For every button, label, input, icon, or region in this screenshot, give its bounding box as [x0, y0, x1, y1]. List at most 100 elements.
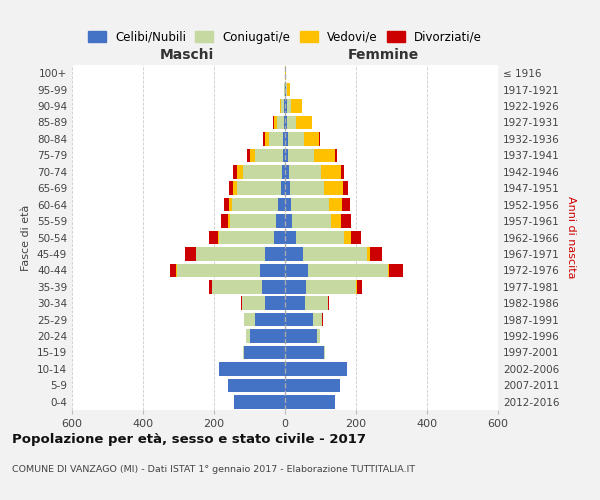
Bar: [243, 346, 244, 359]
Bar: [250, 148, 255, 162]
Bar: [343, 182, 348, 195]
Bar: [388, 264, 389, 277]
Bar: [284, 83, 285, 96]
Bar: [229, 198, 232, 211]
Bar: [296, 231, 344, 244]
Bar: [255, 148, 283, 162]
Bar: [280, 100, 281, 113]
Bar: [285, 362, 347, 376]
Bar: [285, 198, 292, 211]
Bar: [244, 346, 285, 359]
Bar: [285, 264, 308, 277]
Bar: [357, 280, 362, 293]
Bar: [237, 165, 243, 178]
Bar: [244, 313, 255, 326]
Bar: [242, 296, 265, 310]
Bar: [196, 247, 265, 260]
Bar: [303, 247, 367, 260]
Bar: [229, 182, 233, 195]
Bar: [286, 83, 287, 96]
Bar: [212, 280, 262, 293]
Bar: [285, 100, 287, 113]
Bar: [285, 231, 296, 244]
Bar: [274, 116, 277, 129]
Bar: [304, 132, 319, 145]
Bar: [289, 165, 320, 178]
Bar: [285, 132, 288, 145]
Bar: [285, 346, 324, 359]
Bar: [341, 214, 351, 228]
Bar: [218, 231, 220, 244]
Bar: [350, 231, 361, 244]
Bar: [288, 132, 304, 145]
Bar: [305, 296, 328, 310]
Bar: [283, 148, 285, 162]
Bar: [246, 330, 250, 343]
Bar: [274, 231, 285, 244]
Bar: [285, 247, 303, 260]
Bar: [285, 116, 287, 129]
Bar: [262, 280, 285, 293]
Bar: [308, 264, 388, 277]
Bar: [287, 83, 290, 96]
Bar: [278, 198, 285, 211]
Bar: [285, 330, 317, 343]
Bar: [277, 116, 284, 129]
Bar: [265, 247, 285, 260]
Bar: [281, 182, 285, 195]
Bar: [342, 198, 350, 211]
Bar: [177, 264, 260, 277]
Bar: [221, 214, 228, 228]
Bar: [319, 132, 320, 145]
Bar: [185, 247, 196, 260]
Bar: [335, 148, 337, 162]
Bar: [314, 148, 335, 162]
Bar: [255, 313, 285, 326]
Y-axis label: Fasce di età: Fasce di età: [22, 204, 31, 270]
Bar: [276, 214, 285, 228]
Bar: [209, 280, 212, 293]
Bar: [329, 198, 342, 211]
Bar: [209, 231, 218, 244]
Text: Maschi: Maschi: [160, 48, 214, 62]
Text: Popolazione per età, sesso e stato civile - 2017: Popolazione per età, sesso e stato civil…: [12, 432, 366, 446]
Bar: [224, 198, 229, 211]
Bar: [322, 313, 323, 326]
Bar: [367, 247, 370, 260]
Bar: [269, 132, 283, 145]
Bar: [250, 330, 285, 343]
Bar: [170, 264, 176, 277]
Bar: [247, 148, 250, 162]
Bar: [285, 395, 335, 408]
Bar: [285, 182, 290, 195]
Bar: [283, 132, 285, 145]
Bar: [265, 296, 285, 310]
Bar: [291, 100, 302, 113]
Bar: [307, 280, 356, 293]
Bar: [233, 165, 237, 178]
Bar: [263, 132, 265, 145]
Bar: [285, 378, 340, 392]
Bar: [243, 165, 282, 178]
Bar: [233, 395, 285, 408]
Bar: [370, 247, 382, 260]
Bar: [292, 214, 331, 228]
Text: Femmine: Femmine: [347, 48, 419, 62]
Bar: [320, 165, 341, 178]
Bar: [228, 214, 230, 228]
Bar: [344, 231, 350, 244]
Bar: [292, 198, 329, 211]
Bar: [285, 296, 305, 310]
Bar: [284, 116, 285, 129]
Bar: [232, 198, 278, 211]
Bar: [285, 214, 292, 228]
Bar: [311, 116, 313, 129]
Bar: [324, 346, 325, 359]
Legend: Celibi/Nubili, Coniugati/e, Vedovi/e, Divorziati/e: Celibi/Nubili, Coniugati/e, Vedovi/e, Di…: [83, 26, 487, 48]
Bar: [285, 280, 307, 293]
Bar: [260, 264, 285, 277]
Bar: [233, 182, 237, 195]
Bar: [287, 100, 291, 113]
Bar: [282, 165, 285, 178]
Bar: [237, 182, 281, 195]
